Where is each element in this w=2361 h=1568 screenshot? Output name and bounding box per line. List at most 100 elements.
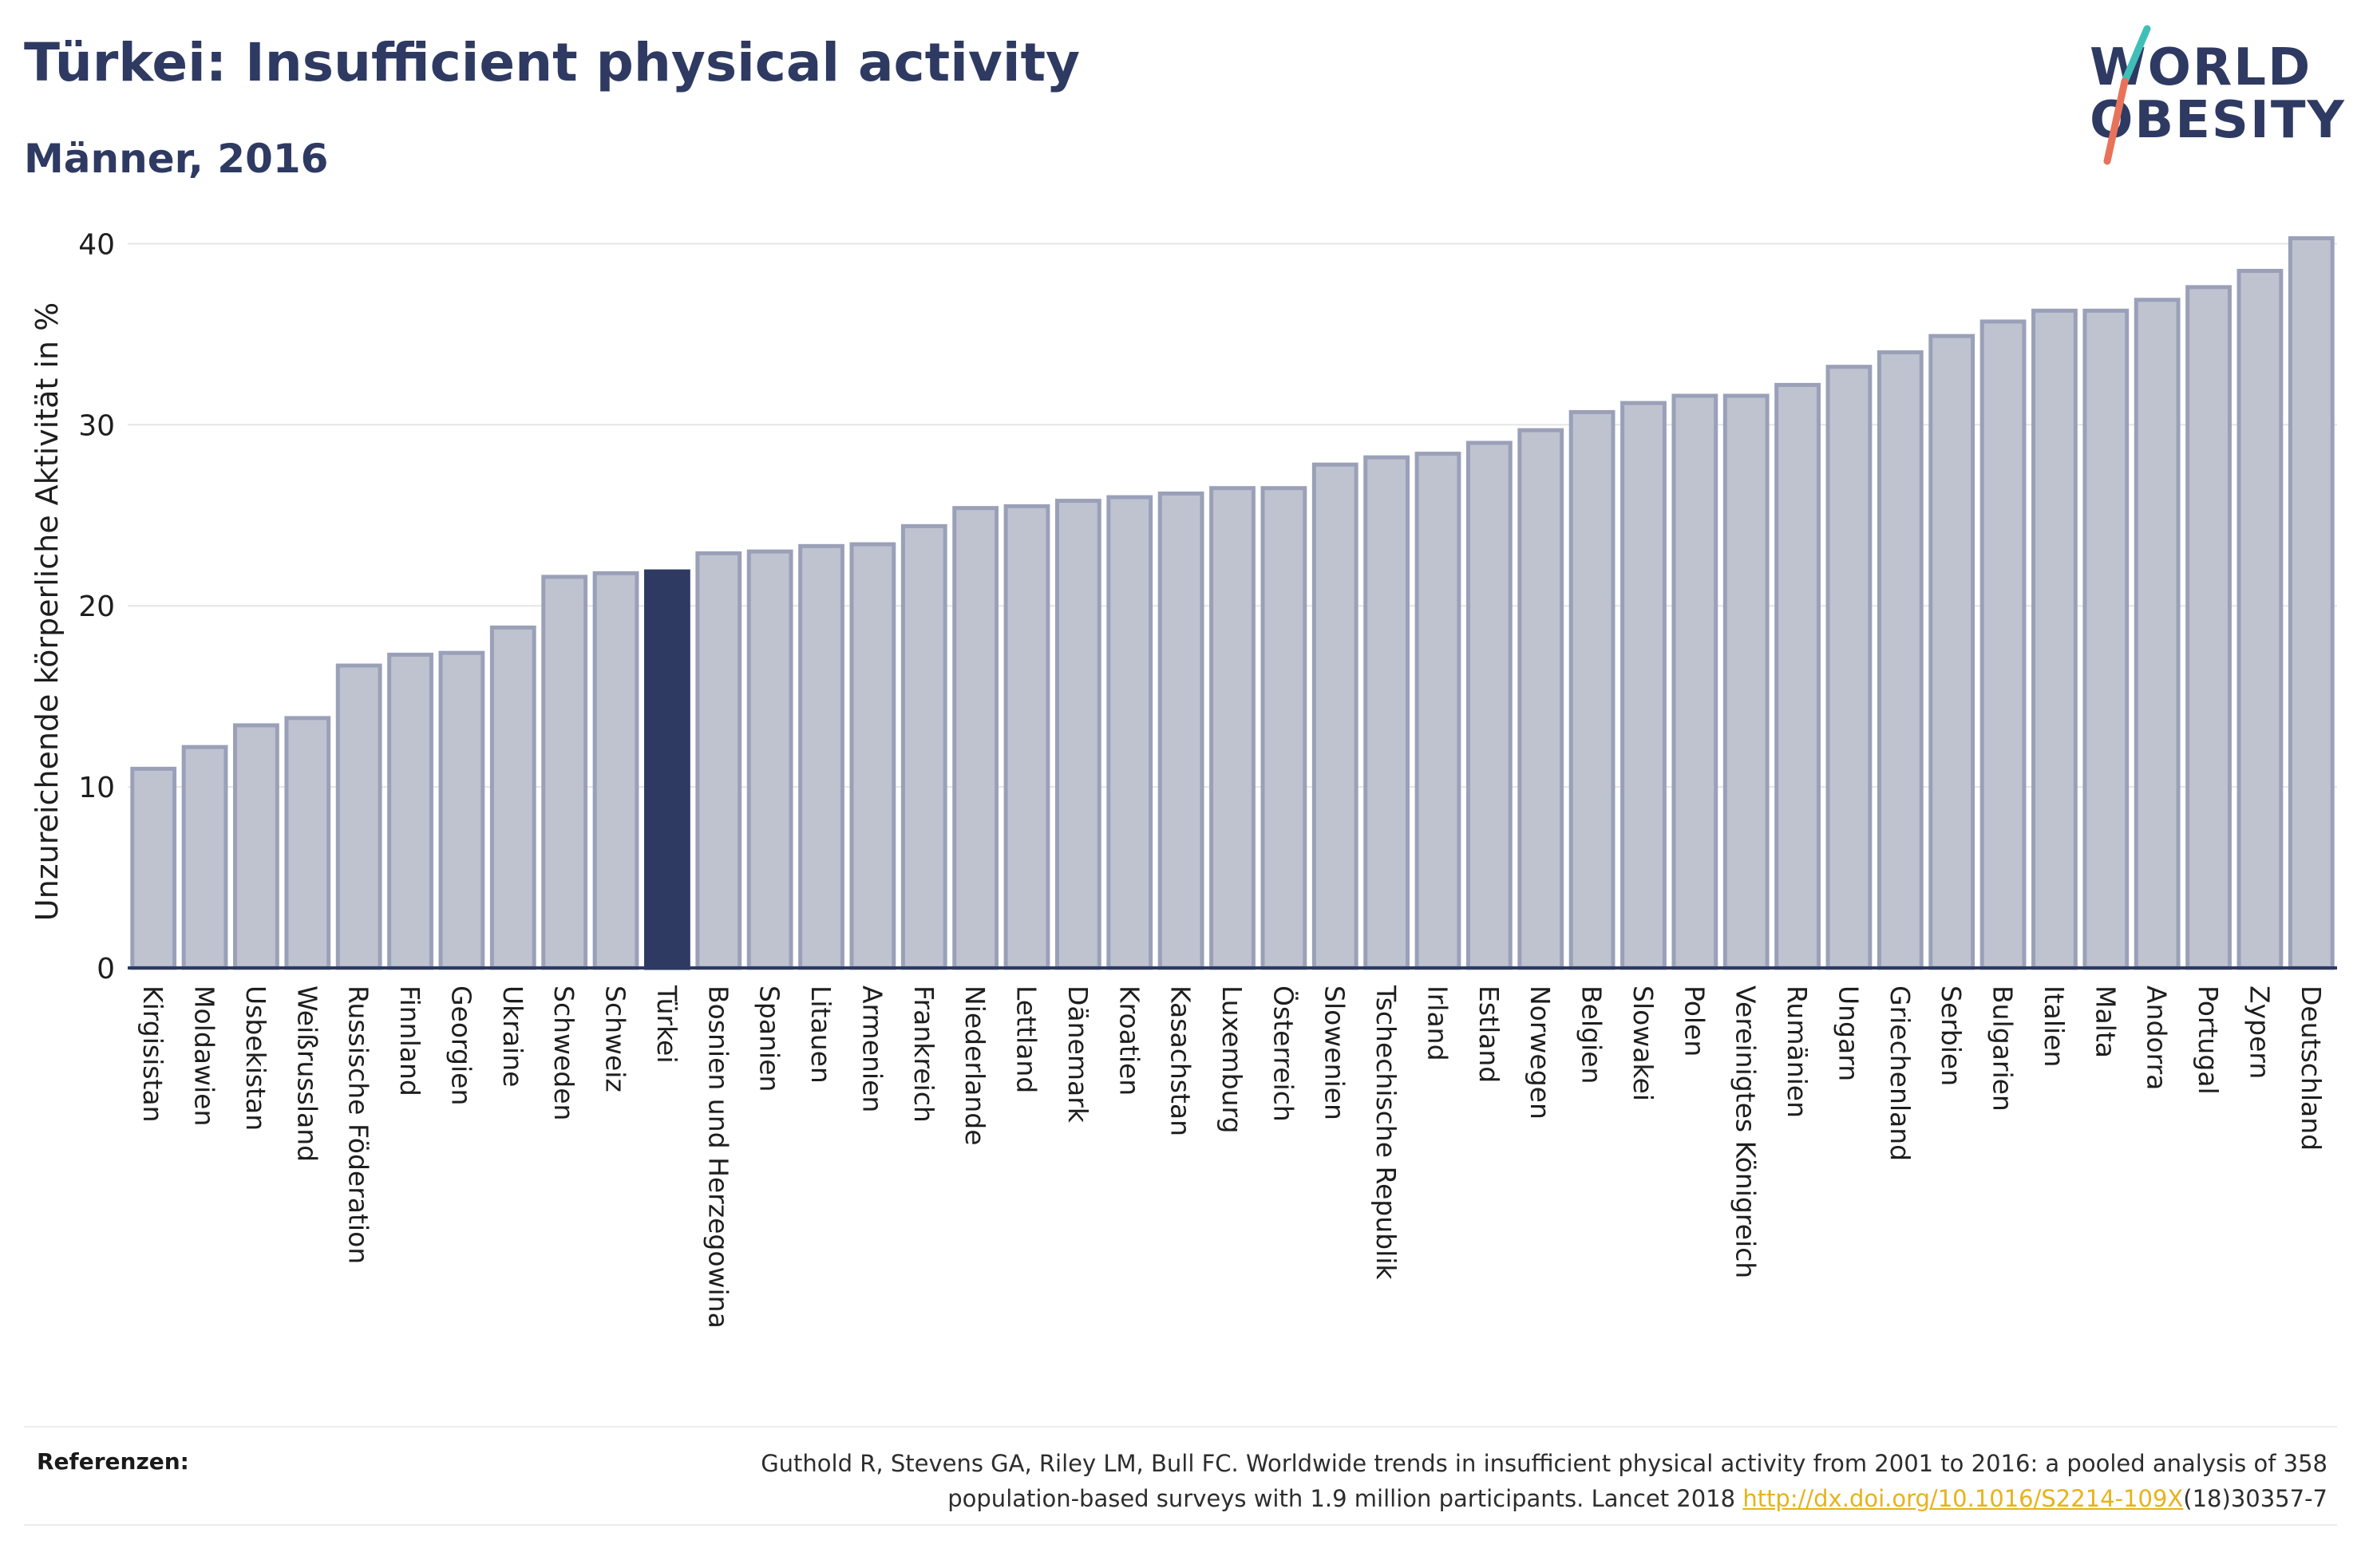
x-tick-label: Kirgisistan (137, 985, 168, 1123)
x-tick-label: Slowakei (1627, 985, 1659, 1101)
bar-irland (1414, 452, 1461, 970)
x-tick-label: Lettland (1011, 985, 1042, 1093)
bar-kirgisistan (130, 766, 177, 970)
bar-schweiz (592, 571, 639, 970)
x-tick-label: Italien (2039, 985, 2070, 1067)
x-tick-label: Moldawien (189, 985, 220, 1126)
x-tick-label: Portugal (2193, 985, 2224, 1095)
bar-griechenland (1877, 350, 1924, 970)
y-tick-label: 20 (78, 590, 115, 623)
reference-line-2: population-based surveys with 1.9 millio… (947, 1485, 1743, 1512)
x-tick-label: Bosnien und Herzegowina (702, 985, 734, 1329)
reference-doi-link[interactable]: http://dx.doi.org/10.1016/S2214-109X (1742, 1485, 2184, 1512)
y-tick-label: 40 (78, 228, 115, 261)
x-tick-label: Belgien (1576, 985, 1608, 1084)
references-label: Referenzen: (37, 1448, 189, 1475)
bar-frankreich (900, 523, 947, 970)
x-tick-label: Dänemark (1062, 985, 1093, 1124)
x-tick-label: Ukraine (497, 985, 528, 1087)
bar-andorra (2134, 298, 2181, 970)
logo-line-obesity: OBESITY (2090, 91, 2346, 150)
bar-spanien (746, 549, 793, 970)
bar-kroatien (1106, 495, 1153, 970)
bar-niederlande (952, 506, 999, 970)
bar-usbekistan (233, 723, 279, 970)
bar-vereinigtes-königreich (1722, 393, 1770, 970)
bars (130, 236, 2335, 970)
x-tick-label: Finnland (394, 985, 425, 1096)
bar-kasachstan (1157, 492, 1204, 970)
x-tick-label: Russische Föderation (343, 985, 374, 1264)
x-tick-label: Estland (1473, 985, 1505, 1083)
bar-weißrussland (284, 716, 331, 970)
x-tick-label: Irland (1422, 985, 1453, 1061)
bar-norwegen (1517, 428, 1564, 970)
logo-slash-icon (2103, 25, 2151, 165)
bar-estland (1465, 440, 1513, 970)
x-tick-label: Griechenland (1884, 985, 1916, 1161)
x-tick-label: Georgien (445, 985, 477, 1105)
bar-portugal (2185, 285, 2232, 970)
bar-türkei (644, 569, 690, 970)
x-tick-label: Tschechische Republik (1370, 985, 1402, 1280)
bar-slowenien (1311, 462, 1358, 970)
y-tick-label: 10 (78, 772, 115, 804)
x-tick-label: Zypern (2244, 985, 2275, 1079)
bar-belgien (1568, 409, 1616, 970)
x-tick-label: Andorra (2142, 985, 2173, 1090)
world-obesity-logo: WORLD OBESITY (2075, 24, 2344, 176)
reference-line-1: Guthold R, Stevens GA, Riley LM, Bull FC… (761, 1450, 2327, 1477)
bar-ukraine (489, 625, 536, 970)
x-tick-label: Niederlande (959, 985, 991, 1146)
bar-malta (2082, 308, 2130, 970)
references-divider-bottom (24, 1524, 2337, 1526)
bar-finnland (387, 652, 433, 970)
bar-rumänien (1774, 382, 1821, 970)
bar-lettland (1003, 504, 1050, 970)
bar-luxemburg (1209, 486, 1256, 970)
bar-zypern (2236, 268, 2284, 970)
bar-tschechische-republik (1363, 455, 1410, 970)
bar-italien (2031, 308, 2078, 970)
x-tick-label: Kasachstan (1165, 985, 1196, 1136)
x-tick-label: Usbekistan (240, 985, 271, 1131)
x-tick-label: Armenien (856, 985, 888, 1112)
bar-bosnien-und-herzegowina (695, 551, 742, 970)
x-tick-label: Rumänien (1782, 985, 1813, 1118)
references-divider-top (24, 1426, 2337, 1428)
x-tick-label: Kroatien (1113, 985, 1145, 1096)
y-axis-ticks: 0 10 20 30 40 (78, 228, 115, 985)
bar-russische-föderation (335, 663, 382, 970)
bar-chart: 0 10 20 30 40 Kirgisistan Moldawien Usbekistan… (30, 228, 2337, 1329)
bar-georgien (438, 650, 485, 970)
bar-litauen (798, 543, 844, 970)
x-tick-label: Schweden (548, 985, 579, 1120)
y-tick-label: 0 (97, 953, 115, 985)
references-text: Guthold R, Stevens GA, Riley LM, Bull FC… (651, 1446, 2327, 1516)
bar-bulgarien (1979, 319, 2027, 970)
bar-serbien (1928, 334, 1975, 970)
x-tick-label: Bulgarien (1987, 985, 2019, 1112)
chart-subtitle: Männer, 2016 (24, 136, 329, 182)
x-tick-label: Slowenien (1319, 985, 1351, 1120)
bar-polen (1671, 393, 1718, 970)
x-tick-label: Schweiz (600, 985, 631, 1092)
reference-doi-suffix: (18)30357-7 (2183, 1485, 2327, 1512)
chart-title: Türkei: Insufficient physical activity (24, 32, 1081, 93)
bar-slowakei (1620, 401, 1667, 970)
bar-schweden (541, 575, 588, 970)
x-tick-label: Spanien (754, 985, 785, 1092)
bar-österreich (1260, 486, 1307, 970)
bar-ungarn (1825, 365, 1873, 970)
x-tick-label: Österreich (1268, 985, 1299, 1122)
x-tick-label: Litauen (805, 985, 836, 1084)
bar-deutschland (2288, 236, 2335, 970)
bar-armenien (849, 542, 896, 970)
x-axis-ticks: Kirgisistan Moldawien Usbekistan Weißrussla… (137, 985, 2327, 1329)
x-tick-label: Frankreich (908, 985, 939, 1123)
bar-moldawien (181, 745, 228, 970)
x-tick-label: Serbien (1936, 985, 1967, 1086)
x-tick-label: Deutschland (2296, 985, 2327, 1151)
y-axis-label: Unzureichende körperliche Aktivität in % (30, 302, 65, 921)
x-tick-label: Polen (1679, 985, 1710, 1057)
